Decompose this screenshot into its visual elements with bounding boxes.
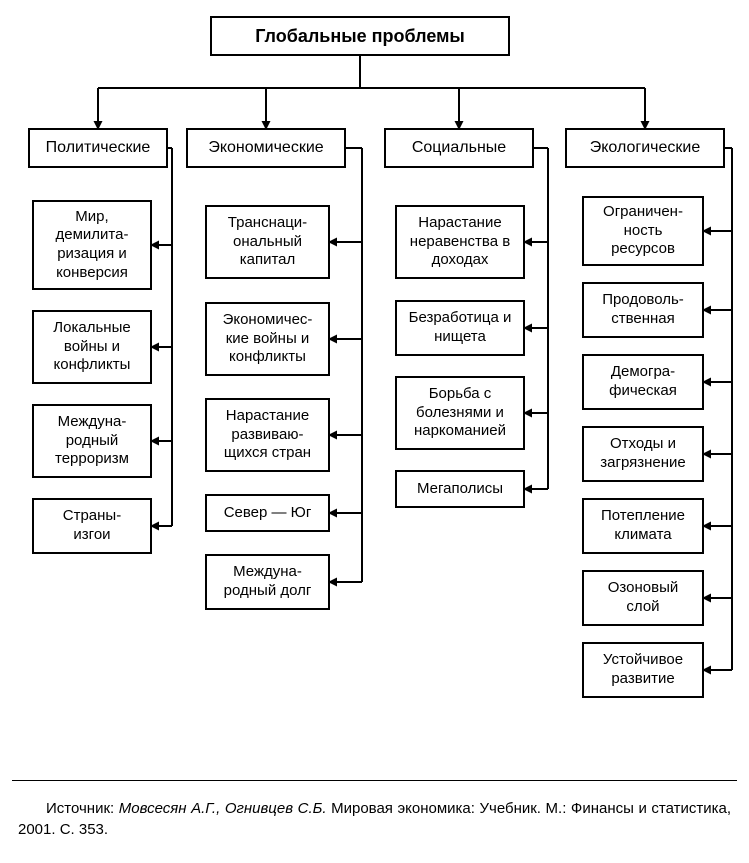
category-eco: Экономические (186, 128, 346, 168)
citation-authors: Мовсесян А.Г., Огнивцев С.Б. (119, 800, 327, 817)
item-eco-1: Экономичес- кие войны и конфликты (205, 302, 330, 376)
category-soc: Социальные (384, 128, 534, 168)
diagram-canvas: Источник: Мовсесян А.Г., Огнивцев С.Б. М… (0, 0, 749, 863)
item-pol-3: Страны- изгои (32, 498, 152, 554)
item-soc-3: Мегаполисы (395, 470, 525, 508)
item-eco-0: Транснаци- ональный капитал (205, 205, 330, 279)
item-pol-2: Междуна- родный терроризм (32, 404, 152, 478)
root-node: Глобальные проблемы (210, 16, 510, 56)
citation-text: Источник: Мовсесян А.Г., Огнивцев С.Б. М… (18, 798, 731, 840)
item-eko-0: Ограничен- ность ресурсов (582, 196, 704, 266)
item-pol-1: Локальные войны и конфликты (32, 310, 152, 384)
category-pol: Политические (28, 128, 168, 168)
item-eko-1: Продоволь- ственная (582, 282, 704, 338)
item-eko-4: Потепление климата (582, 498, 704, 554)
item-eco-2: Нарастание развиваю- щихся стран (205, 398, 330, 472)
item-eco-4: Междуна- родный долг (205, 554, 330, 610)
item-soc-2: Борьба с болезнями и наркоманией (395, 376, 525, 450)
item-eko-3: Отходы и загрязнение (582, 426, 704, 482)
item-pol-0: Мир, демилита- ризация и конверсия (32, 200, 152, 290)
category-eko: Экологические (565, 128, 725, 168)
item-eko-2: Демогра- фическая (582, 354, 704, 410)
item-soc-0: Нарастание неравенства в доходах (395, 205, 525, 279)
item-eko-6: Устойчивое развитие (582, 642, 704, 698)
citation-rule (12, 780, 737, 781)
citation-prefix: Источник: (46, 800, 119, 817)
item-soc-1: Безработица и нищета (395, 300, 525, 356)
item-eco-3: Север — Юг (205, 494, 330, 532)
item-eko-5: Озоновый слой (582, 570, 704, 626)
